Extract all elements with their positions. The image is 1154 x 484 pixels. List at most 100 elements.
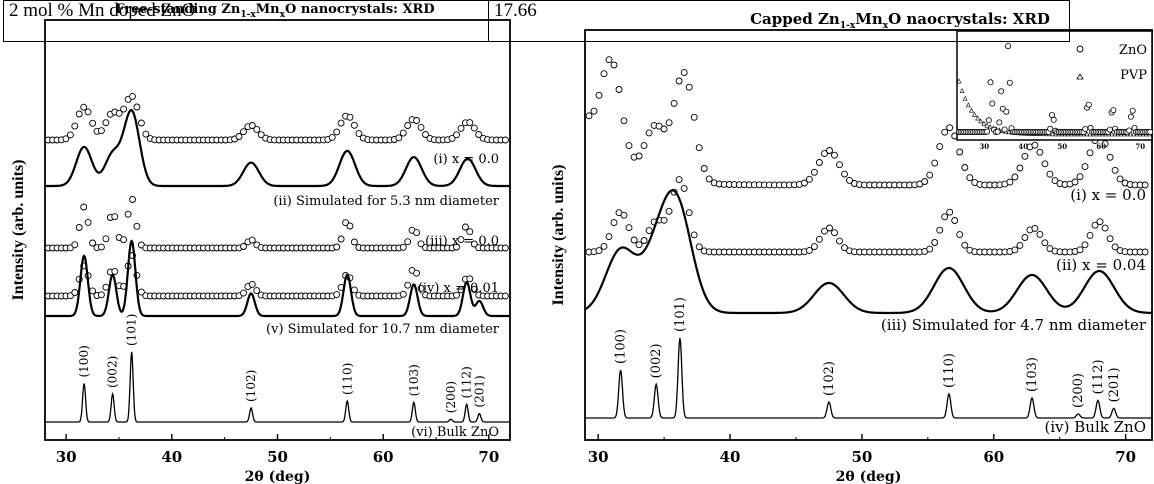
series-point: [1016, 164, 1024, 172]
inset-zno-point: [1106, 126, 1113, 133]
peak-label: (002): [106, 356, 120, 388]
inset-pvp-point: [984, 122, 990, 128]
series-point: [695, 144, 703, 152]
series-point: [1081, 241, 1089, 249]
overlay-cell-value: 17.66: [488, 0, 1070, 42]
peak-label: (102): [822, 361, 837, 396]
series-point: [328, 133, 336, 141]
series-point: [1116, 175, 1124, 183]
series-label: (vi) Bulk ZnO: [411, 425, 499, 440]
series-point: [1036, 230, 1044, 238]
series-label: (i) x = 0.0: [1070, 186, 1146, 204]
series-point: [1096, 218, 1104, 226]
series-point: [831, 151, 838, 159]
series-point: [590, 107, 598, 115]
series-point: [956, 148, 964, 156]
series-point: [951, 217, 959, 224]
inset-zno-point: [1126, 127, 1133, 134]
inset-legend-pvp: PVP: [1120, 68, 1147, 83]
inset-zno-point: [1001, 126, 1008, 133]
series-point: [1141, 248, 1149, 256]
series-point: [1111, 243, 1119, 251]
inset-zno-point: [987, 79, 994, 86]
series-point: [142, 130, 150, 138]
series-point: [1081, 163, 1089, 171]
series-point: [605, 233, 613, 241]
inset-zno-point: [996, 119, 1003, 126]
series-point: [466, 275, 474, 283]
series-point: [640, 237, 648, 244]
series-point: [815, 159, 823, 166]
series-point: [115, 109, 123, 117]
inset-x-tick-label: 40: [1018, 142, 1028, 151]
series-point: [625, 142, 633, 150]
series-point: [1101, 140, 1109, 148]
series-point: [675, 77, 683, 85]
series-point: [1091, 221, 1099, 229]
series-point: [675, 176, 683, 184]
series-point: [921, 178, 929, 185]
series-point: [111, 213, 119, 221]
series-point: [1016, 241, 1024, 249]
series-point: [395, 134, 403, 142]
series-point: [690, 113, 698, 121]
peak-label: (002): [649, 343, 664, 378]
series-point: [1006, 178, 1014, 186]
series-point: [836, 237, 843, 245]
series-point: [120, 105, 128, 113]
peak-label: (103): [407, 364, 421, 396]
series-point: [422, 131, 429, 138]
series-point: [253, 125, 261, 133]
series-point: [936, 143, 944, 151]
inset-zno-point: [1085, 101, 1092, 108]
peak-label: (110): [340, 363, 354, 395]
series-point: [461, 223, 469, 231]
series-point: [680, 184, 688, 192]
series-point: [248, 236, 256, 244]
series-point: [89, 119, 97, 127]
peak-label: (200): [444, 381, 458, 413]
series-point: [610, 219, 618, 227]
series-point: [831, 229, 838, 237]
series-point: [84, 108, 92, 116]
series-point: [645, 227, 653, 235]
x-tick-label: 50: [851, 448, 872, 466]
inset-pvp-point: [962, 95, 968, 101]
series-point: [966, 174, 974, 182]
series-point: [690, 231, 698, 239]
series-point: [610, 61, 618, 69]
inset-zno-point: [989, 100, 996, 107]
series-point: [685, 209, 693, 217]
series-point: [62, 135, 70, 143]
series-point: [470, 124, 478, 132]
series-point: [1071, 178, 1079, 186]
series-label: (iii) Simulated for 4.7 nm diameter: [881, 316, 1147, 334]
series-point: [253, 287, 261, 295]
series-point: [941, 128, 949, 136]
inset-pvp-point: [1050, 131, 1056, 137]
series-point: [470, 285, 478, 293]
series-point: [660, 216, 668, 224]
series-point: [810, 243, 818, 251]
overlay-cell-sample: 2 mol % Mn doped ZnO: [3, 0, 489, 42]
inset-x-tick-label: 30: [979, 142, 989, 151]
peak-label: (201): [472, 375, 486, 407]
series-point: [89, 239, 97, 247]
inset-legend-marker-pvp: [1076, 73, 1084, 80]
series-label: (iv) x = 0.01: [418, 281, 499, 296]
y-axis-label: Intensity (arb. units): [550, 165, 567, 306]
series-point: [1141, 181, 1149, 189]
series-point: [600, 70, 608, 78]
series-point: [453, 243, 460, 251]
series-point: [1106, 235, 1114, 243]
series-point: [620, 211, 628, 219]
series-point: [355, 130, 363, 138]
series-point: [595, 91, 603, 99]
series-line: [45, 351, 510, 423]
series-point: [66, 131, 74, 139]
series-point: [705, 175, 713, 183]
peak-label: (201): [1107, 367, 1122, 402]
series-point: [466, 228, 474, 236]
inset-pvp-point: [1084, 131, 1090, 137]
series-point: [350, 121, 358, 129]
